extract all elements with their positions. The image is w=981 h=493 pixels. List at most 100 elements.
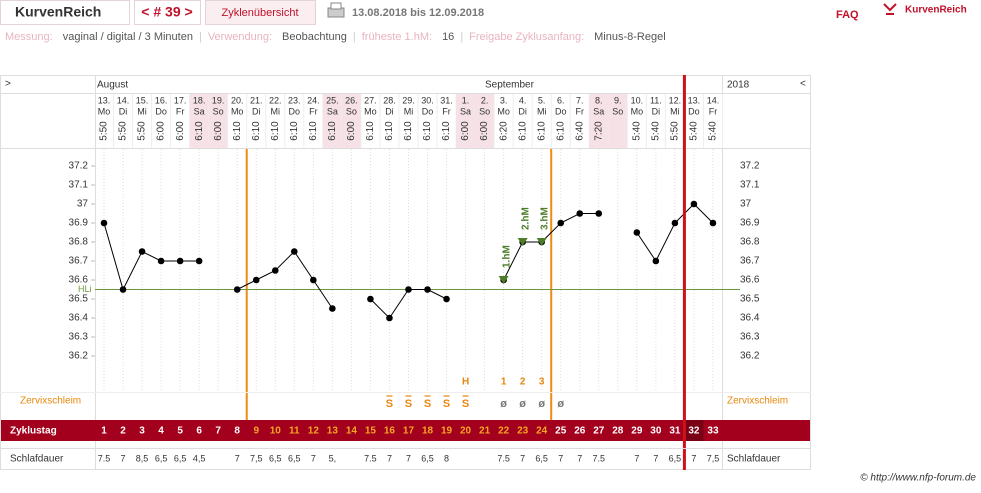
date-label: 30. [421, 95, 434, 105]
cycle-day: 10 [270, 426, 282, 437]
peak-label: 2 [520, 377, 526, 388]
temperature-point [576, 210, 584, 217]
hm-marker [536, 238, 547, 246]
nav-prev[interactable]: > [5, 79, 11, 90]
time-label: 6:10 [422, 121, 433, 141]
temperature-point [671, 219, 679, 227]
weekday-label: So [479, 106, 490, 116]
date-label: 5. [538, 95, 546, 105]
cycle-band [1, 420, 810, 441]
time-label: 5:40 [631, 121, 642, 141]
date-label: 29. [402, 95, 415, 105]
sleep-value: 7 [520, 453, 525, 463]
sleep-value: 6,5 [174, 453, 187, 463]
sleep-value: 7 [121, 453, 126, 463]
weekend-shade [189, 94, 209, 148]
cycle-nav-box[interactable] [134, 0, 201, 25]
y-tick-label-right: 36.9 [740, 218, 760, 229]
info-value: vaginal / digital / 3 Minuten [63, 31, 193, 43]
footer: © http://www.nfp-forum.de [860, 473, 976, 484]
y-tick-label-right: 36.8 [740, 237, 760, 248]
temperature-point [195, 257, 203, 265]
cycle-day: 19 [441, 426, 453, 437]
cycle-day: 9 [253, 426, 259, 437]
logo-icon [883, 3, 897, 15]
sleep-value: 7 [311, 453, 316, 463]
time-label: 5:50 [137, 121, 148, 141]
cycle-nav[interactable]: < # 39 > [141, 4, 192, 20]
sleep-label-right: Schlafdauer [727, 454, 781, 465]
info-label: Freigabe Zyklusanfang: [469, 31, 584, 43]
sleep-value: 5, [329, 453, 337, 463]
weekday-label: Sa [327, 106, 338, 116]
sleep-value: 6,5 [155, 453, 168, 463]
month-label: August [97, 80, 128, 91]
mucus-symbol: ø [557, 398, 564, 410]
y-tick-label: 36.7 [69, 256, 89, 267]
time-label: 5:50 [99, 121, 110, 141]
weekday-label: Sa [194, 106, 205, 116]
time-label: 6:10 [251, 121, 262, 141]
brand: KurvenReich [15, 4, 101, 20]
temperature-point [233, 286, 241, 293]
faq[interactable]: FAQ [836, 9, 859, 21]
sleep-value: 7 [691, 453, 696, 463]
weekday-label: Fr [442, 106, 451, 116]
weekday-label: Fr [176, 106, 185, 116]
weekday-label: So [346, 106, 357, 116]
time-label: 5:40 [708, 121, 719, 141]
tab[interactable]: Zyklenübersicht [221, 7, 298, 19]
sleep-value: 4,5 [193, 453, 206, 463]
weekday-label: Mo [631, 106, 644, 116]
sleep-value: 8 [444, 453, 449, 463]
cycle-day: 1 [101, 426, 107, 437]
date-label: 2. [481, 95, 489, 105]
weekday-label: Di [652, 106, 661, 116]
time-label: 5:40 [689, 121, 700, 141]
hm-marker [517, 238, 528, 246]
date-label: 22. [269, 95, 282, 105]
date-label: 24. [307, 95, 320, 105]
sleep-value: 6,5 [269, 453, 282, 463]
date-label: 23. [288, 95, 301, 105]
print-icon[interactable] [327, 2, 345, 18]
mucus-label-right: Zervixschleim [727, 396, 788, 407]
time-label: 6:00 [479, 121, 490, 141]
weekday-label: Mo [98, 106, 111, 116]
date-label: 6. [557, 95, 565, 105]
y-tick-label: 36.6 [69, 275, 89, 286]
year-label: 2018 [727, 80, 750, 91]
mucus-symbol: S [424, 398, 431, 410]
weekday-label: Mi [670, 106, 680, 116]
time-label: 6:10 [441, 121, 452, 141]
time-label: 6:00 [460, 121, 471, 141]
tab-box[interactable] [205, 0, 316, 25]
weekday-label: Do [422, 106, 434, 116]
time-label: 6:10 [403, 121, 414, 141]
cycle-day: 23 [517, 426, 529, 437]
time-label: 6:00 [156, 121, 167, 141]
weekday-label: Mo [497, 106, 510, 116]
temperature-point [252, 276, 260, 284]
y-tick-label: 36.5 [69, 294, 89, 305]
y-tick-label: 36.2 [69, 351, 89, 362]
y-tick-label: 37.2 [69, 161, 89, 172]
y-tick-label-right: 37.1 [740, 180, 760, 191]
peak-label: H [462, 377, 469, 388]
today-cell [684, 420, 704, 441]
sleep-value: 7 [577, 453, 582, 463]
weekday-label: Mi [137, 106, 147, 116]
mucus-symbol: S [462, 398, 469, 410]
logo: KurvenReich [905, 5, 967, 16]
sleep-value: 7 [387, 453, 392, 463]
y-tick-label-right: 36.7 [740, 256, 760, 267]
weekend-shade [456, 94, 476, 148]
date-label: 1. [462, 95, 470, 105]
cycle-day: 13 [327, 426, 339, 437]
date-label: 4. [519, 95, 527, 105]
temperature-point [443, 295, 450, 303]
sleep-value: 7 [558, 453, 563, 463]
info-label: früheste 1.hM: [362, 31, 432, 43]
date-label: 14. [707, 95, 720, 105]
peak-label: 3 [539, 377, 545, 388]
